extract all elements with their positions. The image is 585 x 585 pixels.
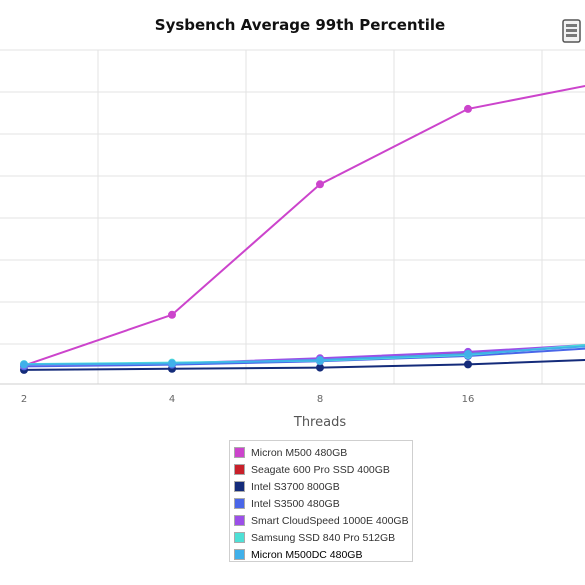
data-point[interactable] bbox=[168, 359, 176, 368]
legend-label: Micron M500DC 480GB bbox=[251, 548, 363, 561]
line-chart: 2 4 8 16 Threads bbox=[0, 49, 585, 430]
x-tick-label: 8 bbox=[317, 394, 323, 405]
series-line bbox=[23, 84, 585, 367]
data-point[interactable] bbox=[464, 104, 472, 113]
legend-item[interactable]: Micron M500 480GB bbox=[234, 444, 412, 461]
data-point[interactable] bbox=[316, 180, 324, 189]
legend-swatch bbox=[234, 498, 245, 509]
plot-grid bbox=[0, 49, 585, 385]
series-3 bbox=[20, 347, 585, 371]
series-6 bbox=[20, 345, 585, 369]
series-0 bbox=[20, 84, 585, 370]
x-tick-label: 16 bbox=[462, 394, 475, 405]
legend-item[interactable]: Intel S3500 480GB bbox=[234, 495, 412, 512]
x-tick-label: 2 bbox=[21, 394, 27, 405]
legend-item[interactable]: Samsung SSD 840 Pro 512GB bbox=[234, 529, 412, 546]
data-point[interactable] bbox=[316, 356, 324, 365]
legend-swatch bbox=[234, 515, 245, 526]
series-lines bbox=[20, 84, 585, 374]
legend-item[interactable]: Micron M500DC 480GB bbox=[234, 546, 412, 563]
legend-label: Micron M500 480GB bbox=[251, 446, 348, 459]
legend-item[interactable]: Smart CloudSpeed 1000E 400GB bbox=[234, 512, 412, 529]
legend-swatch bbox=[234, 532, 245, 543]
data-point[interactable] bbox=[464, 360, 472, 369]
x-tick-label: 4 bbox=[169, 394, 175, 405]
data-point[interactable] bbox=[168, 310, 176, 319]
x-axis-ticks: 2 4 8 16 bbox=[21, 394, 475, 405]
legend-item[interactable]: Intel S3700 800GB bbox=[234, 478, 412, 495]
data-point[interactable] bbox=[464, 349, 472, 358]
legend-swatch bbox=[234, 481, 245, 492]
chart-title: Sysbench Average 99th Percentile bbox=[154, 16, 446, 34]
benchmark-logo-icon bbox=[562, 19, 581, 43]
legend-label: Intel S3500 480GB bbox=[251, 497, 340, 510]
legend-swatch bbox=[234, 464, 245, 475]
legend-label: Smart CloudSpeed 1000E 400GB bbox=[251, 514, 409, 527]
data-point[interactable] bbox=[316, 363, 324, 372]
legend-swatch bbox=[234, 447, 245, 458]
legend-label: Samsung SSD 840 Pro 512GB bbox=[251, 531, 396, 544]
legend-label: Seagate 600 Pro SSD 400GB bbox=[251, 463, 390, 476]
legend-swatch bbox=[234, 549, 245, 560]
x-axis-label: Threads bbox=[293, 415, 346, 430]
legend-label: Intel S3700 800GB bbox=[251, 480, 340, 493]
chart-legend: Micron M500 480GB Seagate 600 Pro SSD 400… bbox=[229, 440, 413, 562]
legend-item[interactable]: Seagate 600 Pro SSD 400GB bbox=[234, 461, 412, 478]
data-point[interactable] bbox=[20, 360, 28, 369]
